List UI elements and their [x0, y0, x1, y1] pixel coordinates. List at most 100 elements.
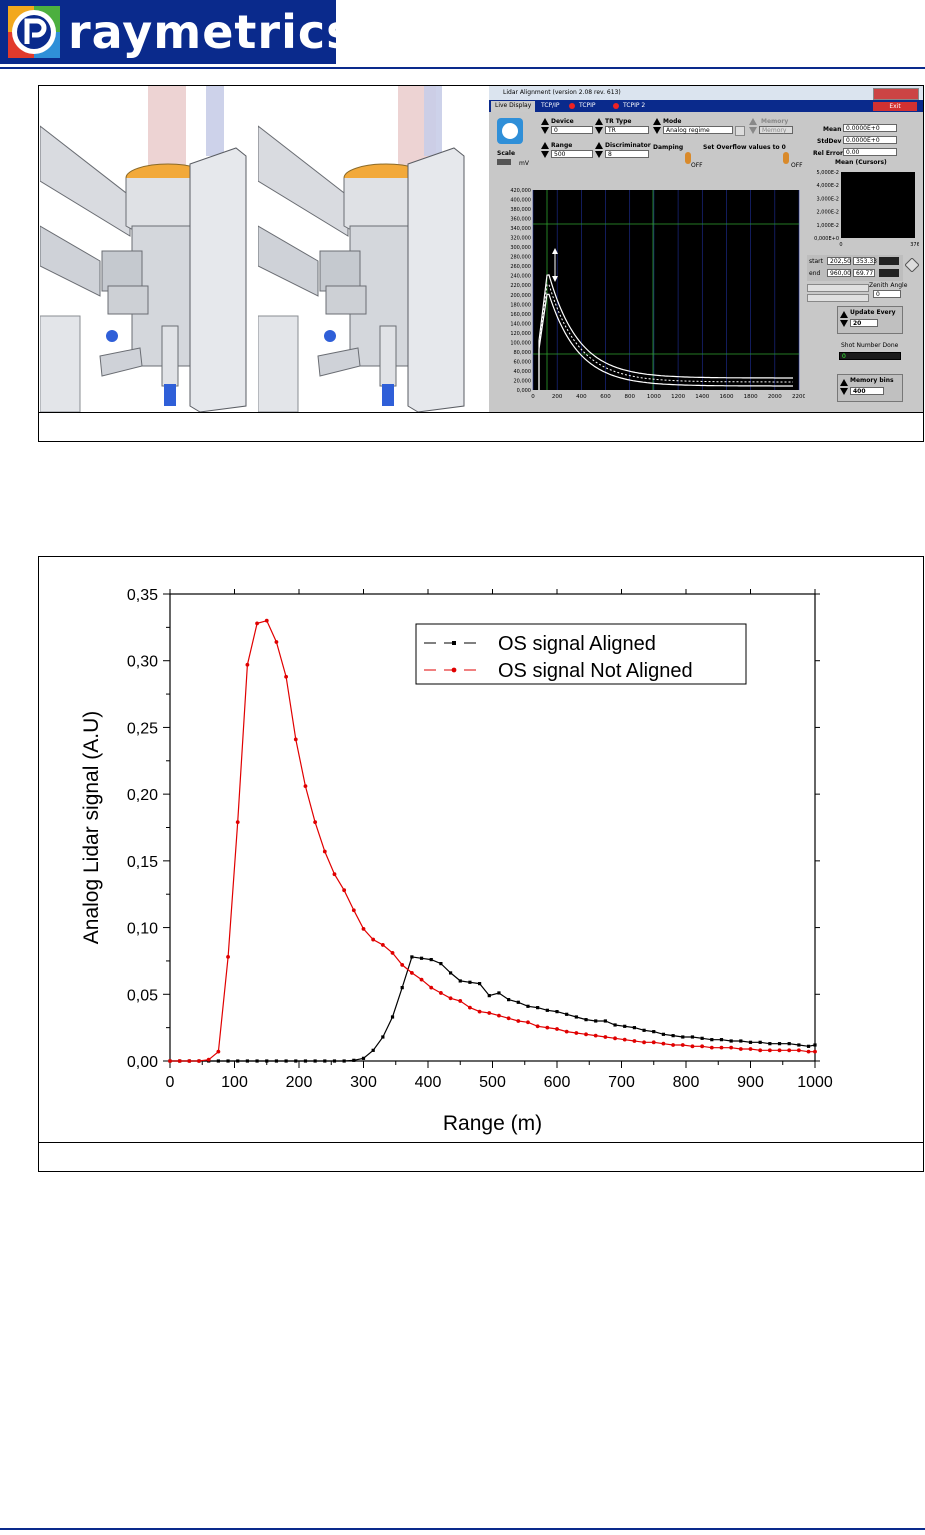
data-point-aligned [661, 1032, 666, 1036]
memory-stepper-icon[interactable] [749, 118, 757, 134]
tab-live-display[interactable]: Live Display [491, 101, 536, 112]
raymetrics-logo-icon [8, 6, 60, 58]
memory-bins-stepper-icon[interactable] [840, 379, 848, 395]
cursor-move-icon[interactable] [905, 258, 919, 272]
data-point-not-aligned [622, 1037, 627, 1042]
live-signal-plot: 0 200 400 600 800 1000 1200 1400 1600 1800 2000 220… [510, 188, 806, 400]
tab-tcpip-2[interactable]: TCPIP 2 [623, 102, 646, 109]
data-point-aligned [332, 1059, 337, 1063]
update-every-stepper-icon[interactable] [840, 311, 848, 327]
data-point-not-aligned [516, 1019, 521, 1023]
zenith-field[interactable]: 0 [873, 290, 901, 298]
shot-number-label: Shot Number Done [841, 342, 899, 349]
telescope-render-right [258, 86, 480, 412]
data-point-aligned [623, 1024, 627, 1028]
data-point-aligned [813, 1043, 817, 1047]
data-point-not-aligned [487, 1011, 492, 1015]
device-stepper-icon[interactable] [541, 118, 549, 134]
x-tick-label: 400 [576, 394, 587, 400]
update-every-field[interactable]: 20 [850, 319, 878, 327]
cursor-end-icon[interactable] [879, 269, 899, 277]
data-point-aligned [390, 1015, 395, 1019]
data-point-not-aligned [806, 1049, 811, 1054]
data-point-not-aligned [226, 955, 230, 959]
shot-number-display: 0 [839, 352, 901, 360]
x-tick-label: 800 [673, 1074, 700, 1091]
data-point-not-aligned [206, 1057, 211, 1062]
data-point-not-aligned [813, 1049, 817, 1054]
range-stepper-icon[interactable] [541, 142, 549, 158]
scale-switch[interactable] [497, 159, 511, 165]
data-point-not-aligned [584, 1032, 588, 1037]
y-tick-label: 0,00 [127, 1054, 158, 1071]
overflow-toggle[interactable] [783, 152, 789, 164]
device-field[interactable]: 0 [551, 126, 593, 134]
data-point-aligned [478, 982, 482, 986]
data-point-aligned [448, 971, 453, 975]
data-point-not-aligned [293, 737, 298, 742]
window-controls[interactable] [873, 88, 919, 100]
window-title-bar: Lidar Alignment (version 2.08 rev. 613) [489, 86, 923, 100]
mode-index-box[interactable] [735, 126, 745, 136]
data-point-not-aligned [458, 999, 463, 1003]
tab-tcpip[interactable]: TCP/IP [541, 102, 560, 109]
cursor-end-y[interactable]: 69.77 [853, 269, 875, 277]
data-point-not-aligned [313, 820, 318, 825]
lidar-signal-chart: 0 100 200 300 400 500 600 700 800 900 1000 0,00 0,05… [80, 587, 833, 1135]
x-tick-label: 800 [624, 394, 635, 400]
cursor-start-x[interactable]: 202,50 [827, 257, 851, 265]
data-point-not-aligned [332, 872, 337, 877]
y-tick-label: 180,000 [510, 302, 531, 308]
x-tick-label: 1000 [797, 1074, 833, 1091]
tab-tcpip-1[interactable]: TCPIP [579, 102, 596, 109]
y-tick-label: 0,35 [127, 587, 158, 604]
data-point-not-aligned [448, 996, 453, 1001]
data-point-not-aligned [796, 1048, 801, 1053]
data-point-aligned [245, 1059, 249, 1063]
y-tick-label: 280,000 [510, 255, 531, 261]
data-point-aligned [565, 1012, 569, 1016]
range-field[interactable]: 500 [551, 150, 593, 158]
y-tick-label: 400,000 [510, 198, 531, 204]
x-tick-label: 200 [286, 1074, 313, 1091]
data-point-not-aligned [409, 971, 414, 975]
legend-marker [451, 667, 457, 673]
mode-field[interactable]: Analog regime [663, 126, 733, 134]
memory-bins-field[interactable]: 400 [850, 387, 884, 395]
data-point-not-aligned [216, 1049, 221, 1054]
telescope-render-left [40, 86, 258, 412]
x-tick-label: 400 [415, 1074, 442, 1091]
tr-type-field[interactable]: TR [605, 126, 649, 134]
slider-track-1[interactable] [807, 284, 869, 292]
x-tick-label: 100 [221, 1074, 248, 1091]
x-tick-label: 600 [544, 1074, 571, 1091]
mode-stepper-icon[interactable] [653, 118, 661, 134]
data-point-not-aligned [506, 1016, 511, 1021]
tr-type-stepper-icon[interactable] [595, 118, 603, 134]
update-every-label: Update Every [850, 309, 896, 316]
data-point-not-aligned [439, 991, 443, 995]
data-point-not-aligned [593, 1033, 598, 1038]
damping-toggle[interactable] [685, 152, 691, 164]
mini-x-tick-label: 376 [910, 242, 919, 248]
mode-label: Mode [663, 118, 682, 125]
mean-value: 0.0000E+0 [843, 124, 897, 132]
cursor-start-icon[interactable] [879, 257, 899, 265]
data-point-aligned [274, 1059, 279, 1063]
y-tick-label: 320,000 [510, 236, 531, 242]
y-tick-label: 0,10 [127, 921, 158, 938]
zenith-label: Zenith Angle [869, 282, 908, 289]
data-point-not-aligned [748, 1047, 753, 1051]
data-point-not-aligned [526, 1020, 530, 1025]
data-point-aligned [419, 956, 424, 960]
slider-track-2[interactable] [807, 294, 869, 302]
memory-field[interactable]: Memory [759, 126, 793, 134]
y-tick-label: 0,25 [127, 720, 158, 737]
cursor-start-y[interactable]: 353.33 [853, 257, 877, 265]
mini-plot-background [841, 172, 915, 238]
discriminator-stepper-icon[interactable] [595, 142, 603, 158]
discriminator-field[interactable]: 8 [605, 150, 649, 158]
data-point-not-aligned [632, 1039, 637, 1043]
exit-button[interactable]: Exit [873, 102, 917, 111]
cursor-end-x[interactable]: 960,00 [827, 269, 851, 277]
